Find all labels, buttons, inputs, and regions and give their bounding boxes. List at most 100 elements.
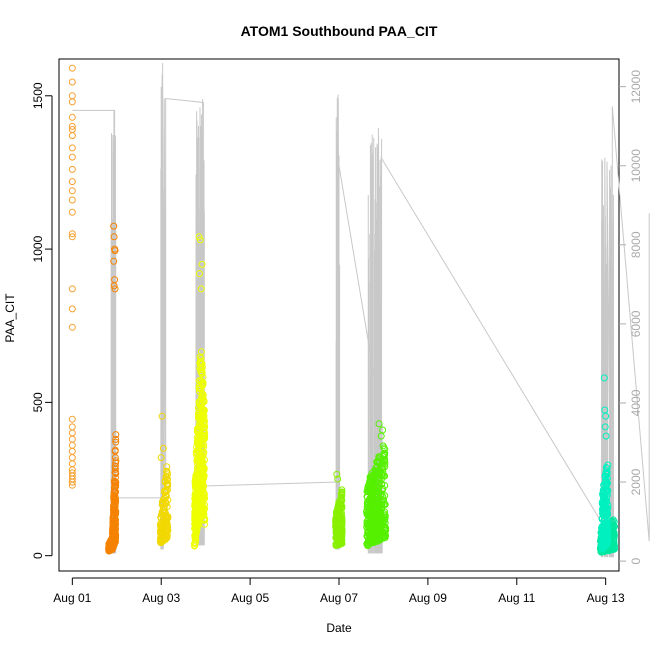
data-point: [193, 451, 200, 459]
data-point: [109, 533, 117, 540]
data-point: [112, 459, 120, 467]
data-point: [111, 474, 119, 482]
data-point: [68, 78, 76, 86]
data-point: [365, 538, 373, 545]
data-point: [68, 196, 76, 204]
data-point: [600, 500, 608, 508]
data-point: [601, 423, 609, 431]
data-point: [111, 479, 118, 486]
data-point: [110, 526, 118, 534]
data-point: [191, 541, 199, 549]
data-point: [375, 420, 383, 428]
data-point: [110, 257, 118, 265]
data-point: [377, 516, 385, 523]
data-point: [193, 490, 201, 498]
data-point: [109, 528, 117, 536]
data-point: [378, 504, 385, 512]
data-point: [198, 260, 206, 268]
x-tick-label: Aug 01: [53, 591, 91, 605]
data-point: [601, 472, 609, 480]
data-point: [198, 448, 206, 456]
data-point: [68, 178, 76, 186]
data-point: [598, 514, 606, 522]
data-point: [364, 511, 372, 519]
data-point: [111, 462, 119, 470]
data-point: [376, 466, 383, 474]
plot-frame: [58, 58, 620, 572]
data-point: [333, 535, 341, 543]
chart-title: ATOM1 Southbound PAA_CIT: [241, 23, 438, 39]
data-point: [335, 532, 343, 540]
data-point: [193, 443, 201, 451]
data-point: [338, 517, 346, 525]
data-point: [377, 432, 385, 440]
data-point: [201, 432, 209, 440]
data-point: [382, 524, 390, 532]
data-point: [600, 374, 608, 382]
data-point: [333, 470, 341, 478]
data-point: [68, 113, 76, 121]
data-point: [159, 506, 167, 514]
y2-tick-label: 2000: [629, 468, 643, 495]
data-point: [196, 427, 204, 435]
data-point: [163, 473, 171, 481]
data-point: [195, 233, 203, 241]
data-point: [364, 529, 372, 536]
data-point: [192, 494, 200, 502]
y2-tick-label: 8000: [629, 231, 643, 258]
x-tick-label: Aug 09: [409, 591, 447, 605]
data-point: [603, 481, 611, 489]
data-point: [197, 348, 205, 356]
data-point: [68, 478, 76, 486]
data-point: [377, 492, 385, 499]
data-point: [111, 465, 119, 473]
data-point: [376, 535, 384, 543]
data-point: [196, 364, 204, 372]
data-point: [112, 431, 120, 439]
data-point: [602, 518, 610, 526]
data-point: [193, 483, 201, 491]
data-point: [198, 401, 206, 408]
data-point: [198, 498, 206, 506]
data-point: [68, 208, 76, 216]
data-point: [197, 285, 205, 293]
data-point: [110, 523, 118, 531]
data-point: [199, 414, 207, 422]
data-point: [194, 521, 202, 529]
data-point: [599, 529, 607, 537]
data-point: [111, 504, 119, 512]
data-point: [158, 532, 166, 540]
data-point: [197, 423, 204, 431]
data-point: [363, 507, 371, 515]
data-point: [110, 222, 118, 230]
data-point: [364, 521, 372, 529]
data-point: [338, 503, 346, 511]
data-point: [68, 64, 76, 72]
data-point: [161, 488, 169, 496]
data-point: [196, 435, 204, 443]
data-point: [602, 477, 610, 485]
data-point: [191, 538, 199, 546]
data-point: [199, 511, 206, 519]
x-tick-label: Aug 13: [587, 591, 625, 605]
x-axis-label: Date: [326, 621, 352, 635]
data-point: [372, 524, 380, 532]
data-point: [160, 518, 168, 526]
y-tick-label: 1000: [31, 235, 45, 262]
data-point: [374, 510, 382, 518]
data-point: [201, 423, 209, 431]
data-point: [68, 187, 76, 195]
data-point: [108, 542, 116, 550]
y2-tick-label: 6000: [629, 310, 643, 337]
x-axis: Aug 01 Aug 03 Aug 05 Aug 07 Aug 09 Aug 11 Aug …: [53, 577, 625, 605]
data-point: [198, 360, 206, 368]
data-point: [368, 484, 376, 492]
data-point: [334, 475, 342, 483]
data-point: [68, 481, 76, 489]
data-point: [111, 285, 119, 293]
data-point: [197, 493, 205, 501]
data-point: [199, 450, 207, 458]
data-point: [378, 500, 386, 508]
data-point: [200, 443, 208, 451]
